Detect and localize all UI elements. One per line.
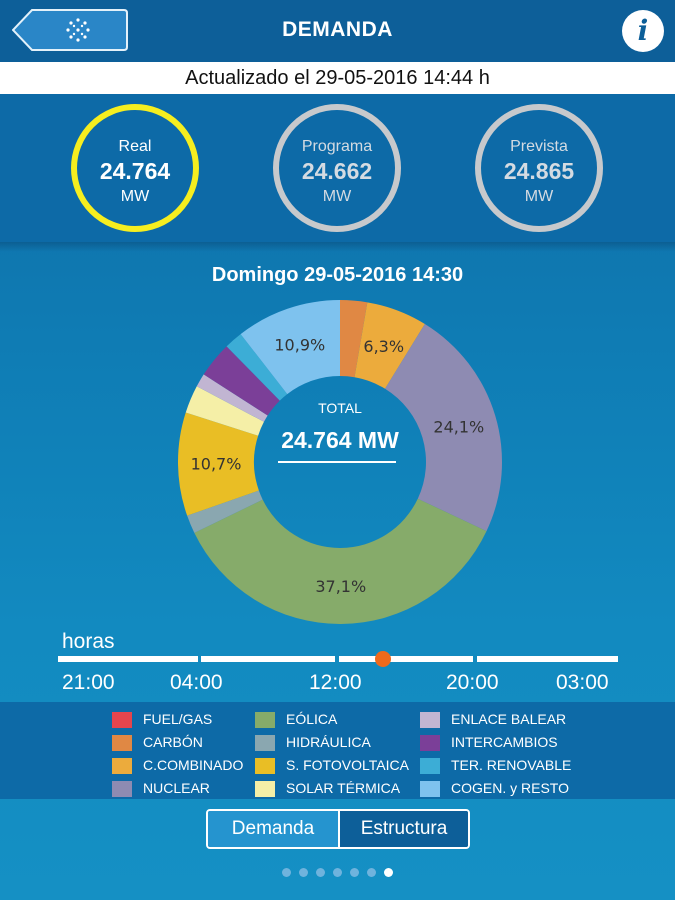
slice-percent-label: 10,9% bbox=[274, 336, 325, 355]
page-dot[interactable] bbox=[367, 868, 376, 877]
legend-label: SOLAR TÉRMICA bbox=[286, 780, 401, 796]
legend-label: TER. RENOVABLE bbox=[451, 757, 572, 773]
metrics-panel: Real 24.764 MW Programa 24.662 MW Previs… bbox=[0, 94, 675, 242]
legend-label: S. FOTOVOLTAICA bbox=[286, 757, 409, 773]
donut-slice[interactable] bbox=[340, 300, 368, 378]
legend-label: EÓLICA bbox=[286, 711, 338, 727]
donut-slice[interactable] bbox=[194, 498, 487, 624]
page-dot[interactable] bbox=[316, 868, 325, 877]
legend-swatch bbox=[255, 758, 275, 774]
page-dot[interactable] bbox=[350, 868, 359, 877]
legend-swatch bbox=[112, 758, 132, 774]
center-value: 24.764 MW bbox=[281, 427, 399, 453]
metric-real[interactable]: Real 24.764 MW bbox=[71, 104, 199, 232]
metric-label: Programa bbox=[301, 138, 373, 155]
time-tick: 21:00 bbox=[62, 671, 115, 694]
slice-percent-label: 10,7% bbox=[191, 455, 242, 474]
updated-timestamp: Actualizado el 29-05-2016 14:44 h bbox=[0, 62, 675, 94]
time-tick: 20:00 bbox=[446, 671, 499, 694]
donut-slice[interactable] bbox=[385, 324, 502, 532]
divider bbox=[0, 242, 675, 252]
legend-swatch bbox=[112, 712, 132, 728]
metric-label: Real bbox=[118, 138, 152, 155]
header-bar: DEMANDA i bbox=[0, 0, 675, 62]
metric-value: 24.662 bbox=[301, 158, 373, 184]
legend-swatch bbox=[112, 781, 132, 797]
metric-unit: MW bbox=[120, 188, 150, 205]
view-segmented-control: Demanda Estructura bbox=[206, 809, 470, 849]
tab-estructura[interactable]: Estructura bbox=[340, 811, 468, 847]
legend-swatch bbox=[255, 735, 275, 751]
metric-programa[interactable]: Programa 24.662 MW bbox=[273, 104, 401, 232]
legend-swatch bbox=[420, 781, 440, 797]
donut-slice[interactable] bbox=[226, 334, 288, 401]
timeline-label: horas bbox=[62, 630, 115, 653]
legend-label: ENLACE BALEAR bbox=[451, 711, 567, 727]
donut-slice[interactable] bbox=[177, 412, 259, 516]
page-dot[interactable] bbox=[299, 868, 308, 877]
time-tick: 12:00 bbox=[309, 671, 362, 694]
page-indicator[interactable] bbox=[0, 864, 675, 882]
back-button[interactable] bbox=[12, 9, 128, 51]
metric-unit: MW bbox=[322, 188, 352, 205]
donut-slice[interactable] bbox=[185, 386, 264, 436]
page-title: DEMANDA bbox=[282, 18, 393, 41]
legend-swatch bbox=[420, 735, 440, 751]
slice-percent-label: 37,1% bbox=[315, 577, 366, 596]
donut-slice[interactable] bbox=[187, 490, 263, 533]
donut-slice[interactable] bbox=[240, 300, 340, 395]
tab-demanda[interactable]: Demanda bbox=[208, 811, 340, 847]
metric-prevista[interactable]: Prevista 24.865 MW bbox=[475, 104, 603, 232]
legend-label: NUCLEAR bbox=[143, 780, 210, 796]
timeline-slider-handle[interactable] bbox=[375, 651, 391, 667]
center-label: TOTAL bbox=[318, 400, 362, 416]
donut-chart[interactable]: 6,3% 24,1% 37,1% 10,7% 10,9% TOTAL 24.764 MW bbox=[170, 292, 510, 632]
legend-label: INTERCAMBIOS bbox=[451, 734, 558, 750]
slice-percent-label: 6,3% bbox=[363, 337, 404, 356]
metric-value: 24.865 bbox=[503, 158, 575, 184]
time-tick: 03:00 bbox=[556, 671, 609, 694]
page-dot[interactable] bbox=[282, 868, 291, 877]
donut-slice[interactable] bbox=[203, 346, 280, 416]
page-dot[interactable] bbox=[384, 868, 393, 877]
metric-label: Prevista bbox=[510, 138, 568, 155]
metric-unit: MW bbox=[524, 188, 554, 205]
donut-slice[interactable] bbox=[196, 374, 268, 422]
legend: FUEL/GAS CARBÓN C.COMBINADO NUCLEAR EÓLI… bbox=[0, 702, 675, 799]
legend-label: C.COMBINADO bbox=[143, 757, 244, 773]
metric-value: 24.764 bbox=[99, 158, 171, 184]
chart-title: Domingo 29-05-2016 14:30 bbox=[211, 264, 464, 286]
legend-swatch bbox=[255, 712, 275, 728]
legend-swatch bbox=[420, 758, 440, 774]
legend-label: HIDRÁULICA bbox=[286, 734, 371, 750]
legend-label: FUEL/GAS bbox=[143, 711, 213, 727]
page-dot[interactable] bbox=[333, 868, 342, 877]
legend-label: CARBÓN bbox=[143, 734, 203, 750]
legend-swatch bbox=[420, 712, 440, 728]
legend-label: COGEN. y RESTO bbox=[451, 780, 569, 796]
info-button[interactable]: i bbox=[622, 10, 664, 52]
donut-slice[interactable] bbox=[354, 302, 425, 389]
sun-dots-icon bbox=[66, 18, 90, 42]
time-tick: 04:00 bbox=[170, 671, 223, 694]
timeline-track[interactable] bbox=[58, 656, 618, 662]
legend-swatch bbox=[255, 781, 275, 797]
legend-swatch bbox=[112, 735, 132, 751]
slice-percent-label: 24,1% bbox=[433, 418, 484, 437]
